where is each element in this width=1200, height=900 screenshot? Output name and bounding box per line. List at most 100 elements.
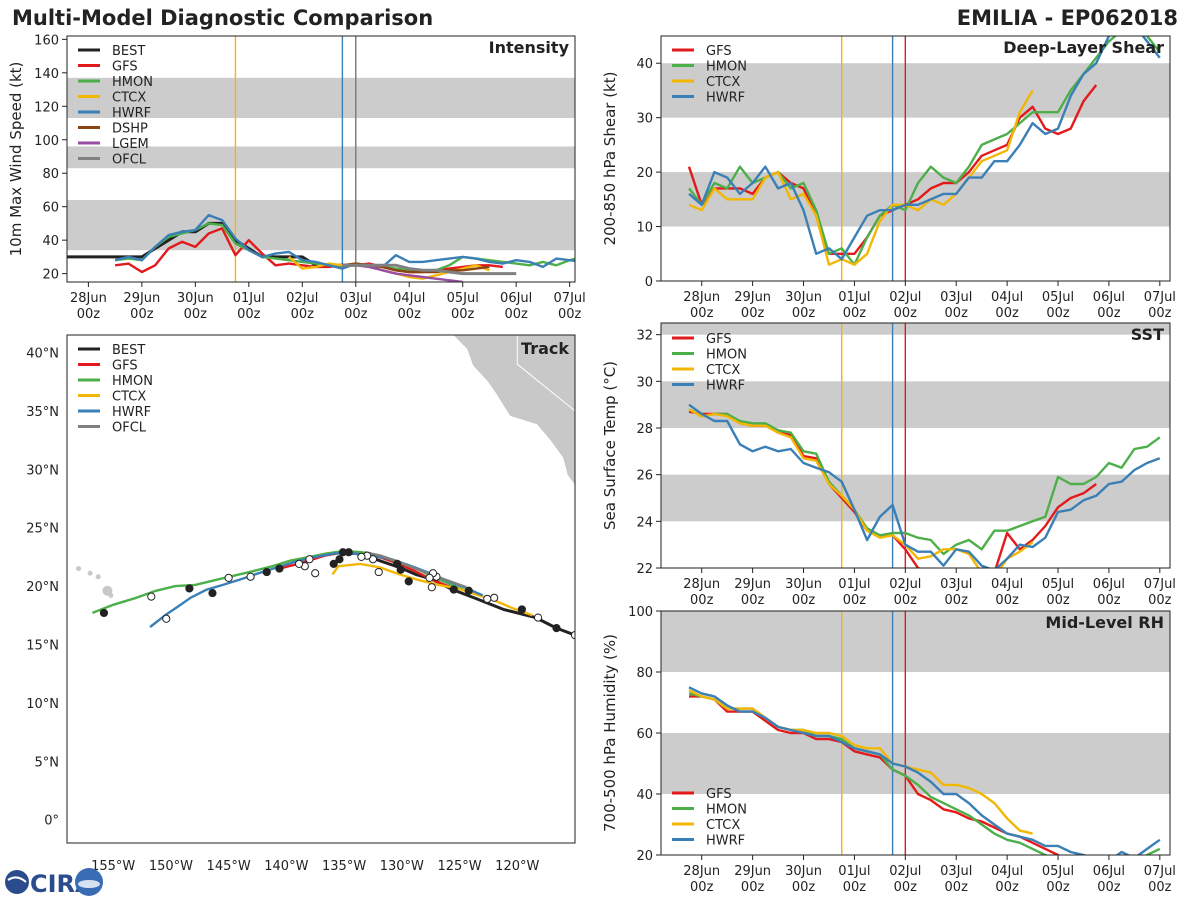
sst-xtick-label: 00z	[995, 593, 1019, 608]
shear-xtick-label: 00z	[792, 306, 816, 321]
sst-xtick-label: 00z	[1148, 593, 1172, 608]
sst-ytick-label: 22	[636, 562, 653, 577]
hawaii-island-3	[95, 574, 101, 580]
intensity-ytick-label: 20	[42, 268, 59, 283]
intensity-series-group	[67, 213, 575, 282]
intensity-xtick-label: 03Jul	[340, 291, 372, 306]
intensity-xtick-label: 01Jul	[233, 291, 265, 306]
shear-xtick-label: 00z	[690, 306, 714, 321]
hawaii-island-0	[59, 560, 64, 565]
shear-xtick-label: 00z	[894, 306, 918, 321]
rh-xtick-label: 02Jul	[889, 864, 921, 879]
intensity-xtick-label: 29Jun	[123, 291, 160, 306]
shear-ytick-label: 20	[636, 166, 653, 181]
intensity-xtick-label: 00z	[291, 307, 315, 322]
rh-xtick-label: 30Jun	[785, 864, 822, 879]
track-series-best	[348, 551, 575, 637]
sst-xtick-label: 00z	[690, 593, 714, 608]
sst-ytick-label: 26	[636, 469, 653, 484]
track-position-marker	[533, 613, 543, 622]
sst-legend-label-hwrf: HWRF	[706, 379, 745, 394]
track-position-marker	[305, 555, 314, 564]
shear-ytick-label: 40	[636, 57, 653, 72]
intensity-xtick-label: 05Jul	[447, 291, 479, 306]
sst-panel: 22242628303228Jun00z29Jun00z30Jun00z01Ju…	[601, 322, 1176, 608]
shear-xtick-label: 30Jun	[785, 290, 822, 305]
shear-legend-label-hwrf: HWRF	[706, 91, 745, 106]
rh-legend-label-hmon: HMON	[706, 803, 747, 818]
rh-panel: 2040608010028Jun00z29Jun00z30Jun00z01Jul…	[601, 605, 1176, 895]
sst-title: SST	[1131, 325, 1164, 344]
sst-ytick-label: 32	[636, 329, 653, 344]
track-lat-label: 35°N	[26, 405, 59, 420]
intensity-legend-label-hmon: HMON	[112, 75, 153, 90]
sst-xtick-label: 00z	[843, 593, 867, 608]
shear-title: Deep-Layer Shear	[1003, 38, 1164, 57]
sst-series-group	[688, 403, 1161, 568]
shear-xtick-label: 07Jul	[1144, 290, 1176, 305]
sst-ytick-label: 30	[636, 375, 653, 390]
track-position-marker	[262, 567, 271, 577]
shear-ytick-label: 10	[636, 221, 653, 236]
sst-xtick-label: 30Jun	[785, 577, 822, 592]
sst-ytick-label: 28	[636, 422, 653, 437]
track-lat-label: 25°N	[26, 522, 59, 537]
rh-xtick-label: 00z	[843, 880, 867, 895]
shear-xtick-label: 00z	[741, 306, 765, 321]
rh-xtick-label: 00z	[1046, 880, 1070, 895]
sst-series-hmon	[688, 408, 1161, 556]
intensity-legend-label-lgem: LGEM	[112, 137, 149, 152]
track-position-marker	[275, 564, 284, 573]
track-position-marker	[449, 585, 458, 594]
state-border	[516, 335, 575, 412]
sst-xtick-label: 03Jul	[940, 577, 972, 592]
logo-globe-icon	[5, 870, 29, 894]
intensity-xtick-label: 28Jun	[70, 291, 107, 306]
rh-title: Mid-Level RH	[1045, 613, 1164, 632]
sst-series-ctcx	[688, 408, 1034, 568]
track-legend-label-best: BEST	[112, 343, 145, 358]
track-position-marker	[294, 559, 304, 568]
sst-xtick-label: 00z	[741, 593, 765, 608]
track-legend-label-gfs: GFS	[112, 359, 138, 374]
sst-xtick-label: 29Jun	[734, 577, 771, 592]
sst-frame	[660, 322, 1171, 569]
rh-ylabel: 700-500 hPa Humidity (%)	[601, 634, 619, 832]
rh-xtick-label: 00z	[792, 880, 816, 895]
track-position-marker	[404, 577, 413, 586]
track-lon-label: 125°W	[437, 859, 481, 874]
rh-legend-label-hwrf: HWRF	[706, 834, 745, 849]
rh-xtick-label: 29Jun	[734, 864, 771, 879]
intensity-band-2	[67, 77, 575, 118]
hawaii-island-1	[76, 566, 82, 572]
track-legend-label-ctcx: CTCX	[112, 390, 146, 405]
intensity-xtick-label: 07Jul	[554, 291, 586, 306]
track-position-marker	[185, 584, 194, 593]
sst-xtick-label: 04Jul	[991, 577, 1023, 592]
shear-xtick-label: 01Jul	[838, 290, 870, 305]
track-position-marker	[427, 583, 436, 592]
rh-xtick-label: 00z	[1097, 880, 1121, 895]
track-lon-label: 120°W	[495, 859, 539, 874]
intensity-frame	[66, 35, 576, 283]
rh-xtick-label: 06Jul	[1093, 864, 1125, 879]
intensity-xtick-label: 30Jun	[177, 291, 214, 306]
sst-legend-label-gfs: GFS	[706, 332, 732, 347]
track-lat-label: 5°N	[35, 755, 60, 770]
intensity-xtick-label: 02Jul	[286, 291, 318, 306]
intensity-band-0	[67, 200, 575, 251]
intensity-legend-label-hwrf: HWRF	[112, 106, 151, 121]
intensity-xtick-label: 00z	[558, 307, 582, 322]
track-lat-label: 30°N	[26, 463, 59, 478]
intensity-xtick-label: 00z	[504, 307, 528, 322]
rh-ytick-label: 100	[628, 605, 653, 620]
track-position-marker	[490, 593, 499, 602]
shear-ylabel: 200-850 hPa Shear (kt)	[601, 72, 619, 246]
track-panel: 0° 5°N 10°N 15°N 20°N 25°N 30°N 35°N 40°N 155°W 15…	[26, 334, 576, 874]
hawaii-island-5	[108, 592, 114, 598]
sst-xtick-label: 00z	[945, 593, 969, 608]
